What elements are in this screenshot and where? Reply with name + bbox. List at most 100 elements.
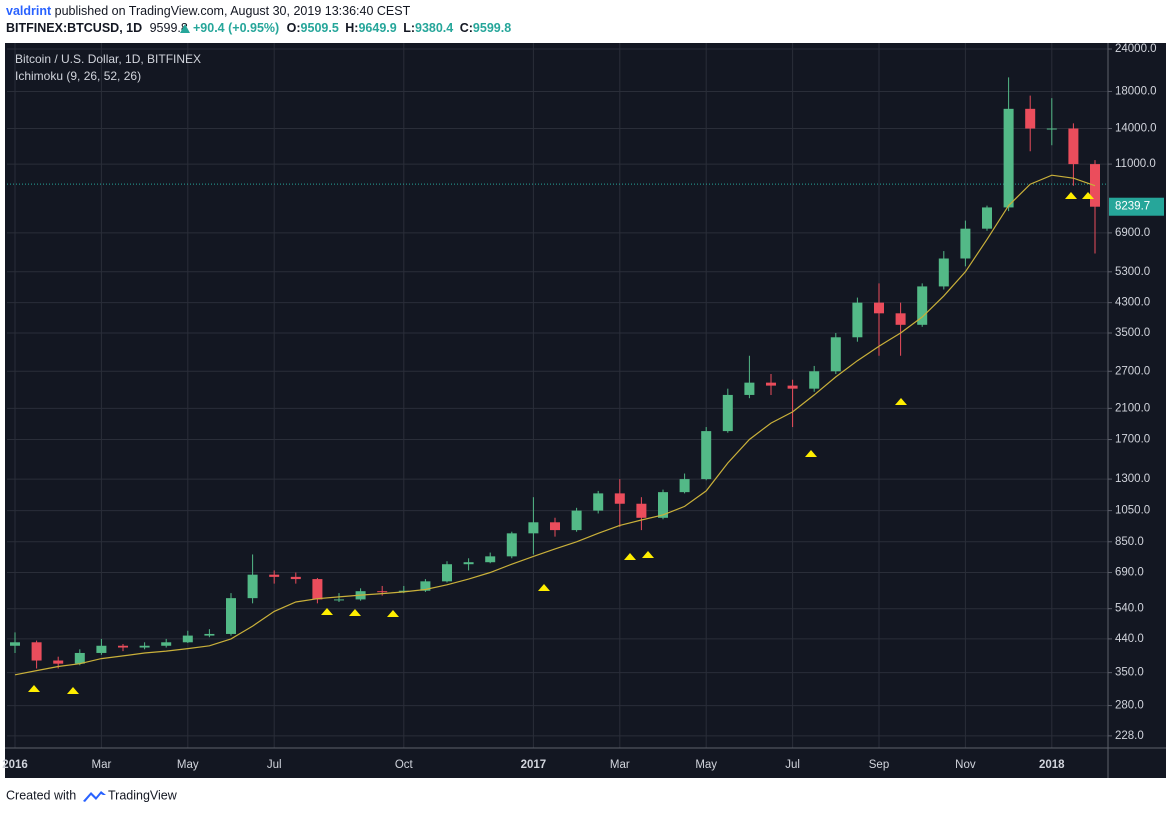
y-tick-label: 280.0 — [1115, 700, 1144, 712]
ohlc-label: L: — [403, 21, 415, 35]
ohlc-value: 9380.4 — [415, 21, 453, 35]
marker-arrow — [387, 610, 399, 617]
candle-body — [701, 431, 712, 480]
chart-title: Bitcoin / U.S. Dollar, 1D, BITFINEX — [15, 52, 201, 66]
candle-body — [290, 576, 301, 580]
candle-body — [377, 591, 388, 593]
last: 9599.8 — [150, 21, 188, 35]
candle-body — [830, 337, 841, 372]
y-tick-label: 18000.0 — [1115, 85, 1157, 97]
ohlc-label: H: — [345, 21, 358, 35]
y-tick-label: 6900.0 — [1115, 227, 1150, 239]
candle-body — [139, 645, 150, 648]
candle-body — [917, 286, 928, 325]
x-tick-label: 2016 — [2, 759, 28, 771]
candle-body — [722, 394, 733, 432]
y-tick-label: 1300.0 — [1115, 473, 1150, 485]
candle-body — [1068, 128, 1079, 165]
y-tick-label: 24000.0 — [1115, 43, 1157, 55]
candle-body — [247, 574, 258, 599]
candle-body — [658, 492, 668, 518]
candle-body — [960, 228, 971, 259]
candle-body — [485, 556, 496, 563]
marker-arrow — [895, 398, 907, 405]
y-tick-label: 11000.0 — [1115, 158, 1156, 170]
x-tick-label: Jul — [267, 759, 282, 771]
candle-body — [636, 503, 647, 518]
candle-body — [31, 642, 42, 661]
y-tick-label: 850.0 — [1115, 536, 1144, 548]
candle-body — [744, 382, 755, 395]
candle-body — [334, 599, 344, 601]
candle-body — [809, 371, 820, 389]
candle-body — [550, 522, 560, 531]
ohlc-label: C: — [460, 21, 473, 35]
candle-body — [10, 642, 20, 646]
candle-body — [938, 258, 949, 287]
brand[interactable]: TradingView — [108, 788, 178, 802]
change: +90.4 (+0.95%) — [193, 21, 279, 35]
candle-body — [182, 635, 193, 643]
candle-body — [204, 633, 215, 636]
candle-body — [528, 522, 539, 534]
candle-body — [852, 302, 863, 338]
y-tick-label: 4300.0 — [1115, 297, 1150, 309]
chart-background — [5, 43, 1166, 778]
candle-body — [982, 207, 992, 229]
up-arrow — [180, 24, 190, 33]
candle-body — [74, 652, 85, 664]
marker-arrow — [805, 450, 817, 457]
y-tick-label: 1050.0 — [1115, 505, 1150, 517]
footer-text: Created with — [6, 788, 76, 802]
candle-body — [53, 660, 64, 664]
indicator-line — [14, 174, 1096, 676]
y-tick-label: 690.0 — [1115, 567, 1144, 579]
price-label: 8239.7 — [1115, 201, 1150, 213]
annotation-arrows — [28, 192, 1094, 694]
marker-arrow — [624, 553, 636, 560]
x-tick-label: 2018 — [1039, 759, 1065, 771]
x-tick-label: 2017 — [521, 759, 547, 771]
axes: 24000.0 18000.0 14000.0 11000.0 6900.0 5300.0… — [2, 43, 1164, 771]
x-tick-label: May — [695, 759, 717, 771]
marker-arrow — [67, 687, 79, 694]
x-tick-label: Oct — [395, 759, 414, 771]
y-tick-label: 2700.0 — [1115, 365, 1150, 377]
x-tick-label: Nov — [955, 759, 976, 771]
x-tick-label: Jul — [785, 759, 800, 771]
candle-body — [1046, 128, 1057, 130]
candle-body — [679, 479, 690, 493]
marker-arrow — [28, 685, 40, 692]
candle-body — [571, 510, 582, 531]
y-tick-label: 228.0 — [1115, 730, 1144, 742]
x-tick-label: Mar — [610, 759, 630, 771]
y-tick-label: 14000.0 — [1115, 123, 1157, 135]
ohlc-label: O: — [287, 21, 301, 35]
ohlc-value: 9649.9 — [358, 21, 396, 35]
marker-arrow — [1082, 192, 1094, 199]
candle-body — [96, 645, 107, 653]
candle-body — [463, 562, 474, 565]
candle-body — [420, 581, 431, 591]
price-label-box — [1109, 197, 1164, 216]
x-tick-label: May — [177, 759, 199, 771]
symbol-line: BITFINEX:BTCUSD, 1D 9599.8 — [6, 21, 188, 35]
author[interactable]: valdrint — [6, 4, 52, 18]
marker-arrow — [642, 551, 654, 558]
indicator-legend: Ichimoku (9, 26, 52, 26) — [15, 69, 141, 83]
candle-body — [442, 564, 452, 582]
y-tick-label: 540.0 — [1115, 603, 1144, 615]
symbol: BITFINEX:BTCUSD, 1D — [6, 21, 142, 35]
header-line: valdrint published on TradingView.com, A… — [6, 4, 411, 18]
candle-body — [787, 385, 798, 389]
ohlc-value: 9599.8 — [473, 21, 511, 35]
marker-arrow — [538, 584, 550, 591]
x-tick-label: Sep — [869, 759, 889, 771]
marker-arrow — [349, 609, 361, 616]
candle-body — [593, 493, 604, 511]
candle-body — [118, 645, 128, 648]
grid — [7, 43, 1108, 748]
candle-body — [161, 642, 172, 646]
candle-body — [312, 579, 323, 600]
